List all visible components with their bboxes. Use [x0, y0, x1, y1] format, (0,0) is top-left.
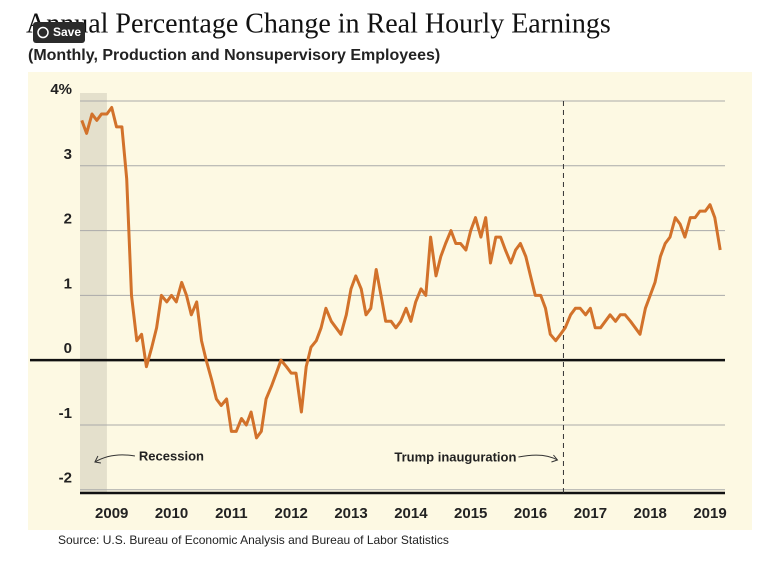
- save-label[interactable]: Save: [53, 25, 81, 39]
- chart-background: [28, 72, 752, 530]
- y-tick-label: 1: [64, 275, 72, 292]
- y-tick-label: 4%: [50, 81, 72, 98]
- chart-title: Annual Percentage Change in Real Hourly …: [26, 8, 611, 39]
- x-tick-label: 2017: [574, 505, 607, 522]
- recession-label: Recession: [139, 448, 204, 463]
- y-tick-label: 2: [64, 211, 72, 228]
- x-tick-label: 2014: [394, 505, 428, 522]
- save-icon[interactable]: [37, 26, 49, 39]
- x-tick-label: 2019: [693, 505, 726, 522]
- x-tick-label: 2015: [454, 505, 487, 522]
- x-tick-label: 2012: [275, 505, 308, 522]
- y-tick-label: -1: [59, 405, 72, 422]
- x-tick-label: 2016: [514, 505, 547, 522]
- recession-shade: [80, 93, 107, 493]
- x-tick-label: 2009: [95, 505, 128, 522]
- event-arrow: [518, 454, 559, 463]
- source-note: Source: U.S. Bureau of Economic Analysis…: [58, 533, 449, 547]
- recession-arrow: [94, 454, 136, 464]
- chart-subtitle: (Monthly, Production and Nonsupervisory …: [28, 47, 440, 64]
- y-tick-label: -2: [59, 470, 72, 487]
- data-line: [80, 106, 722, 440]
- event-label: Trump inauguration: [394, 449, 516, 464]
- save-button-bg[interactable]: [33, 22, 85, 43]
- y-tick-label: 3: [64, 146, 72, 163]
- save-button[interactable]: Save: [33, 22, 85, 43]
- x-tick-label: 2018: [634, 505, 667, 522]
- y-tick-label: 0: [64, 340, 72, 357]
- x-tick-label: 2013: [334, 505, 367, 522]
- x-tick-label: 2011: [215, 505, 248, 522]
- x-tick-label: 2010: [155, 505, 188, 522]
